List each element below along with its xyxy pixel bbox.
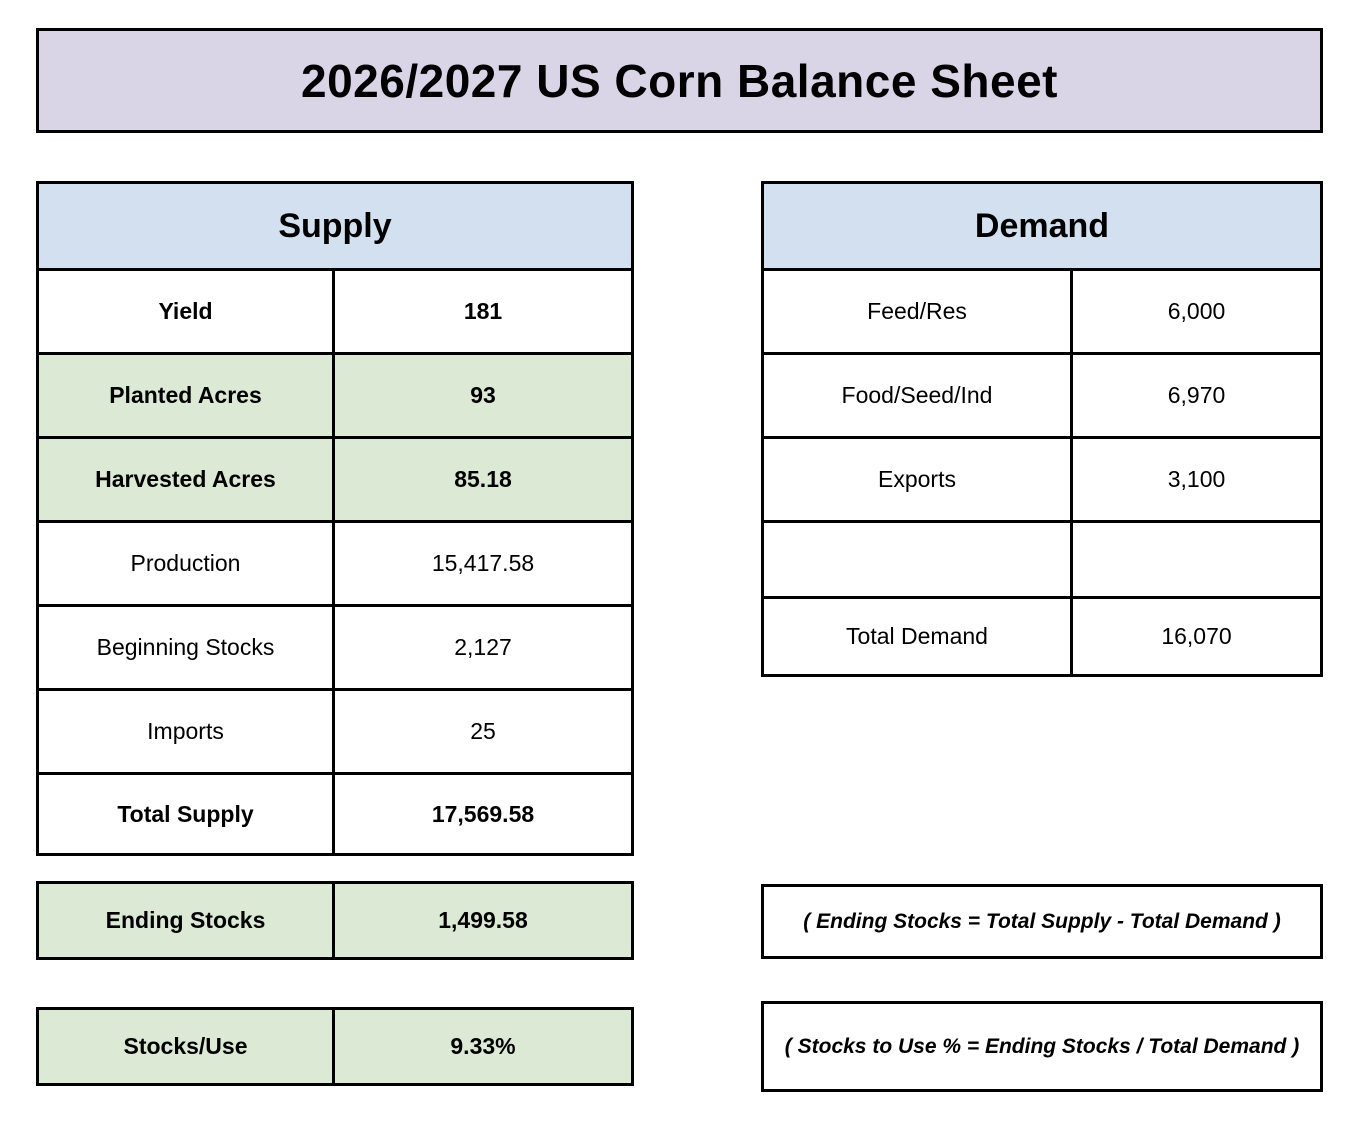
stocks-use-label: Stocks/Use: [39, 1010, 335, 1083]
demand-row-empty: [764, 523, 1320, 599]
supply-row-imports: Imports 25: [39, 691, 631, 775]
ending-stocks-box: Ending Stocks 1,499.58: [36, 881, 634, 960]
row-label: Production: [39, 523, 335, 604]
row-value: 6,000: [1167, 298, 1226, 324]
row-label: Total Supply: [39, 775, 335, 853]
supply-table: Supply Yield 181 Planted Acres 93 Harves…: [36, 181, 634, 856]
supply-row-production: Production 15,417.58: [39, 523, 631, 607]
stocks-use-box: Stocks/Use 9.33%: [36, 1007, 634, 1086]
supply-row-harvested-acres: Harvested Acres 85.18: [39, 439, 631, 523]
row-label: Imports: [39, 691, 335, 772]
row-label: Beginning Stocks: [39, 607, 335, 688]
row-label: Exports: [764, 439, 1073, 520]
row-label: Planted Acres: [39, 355, 335, 436]
ending-stocks-label: Ending Stocks: [39, 884, 335, 957]
supply-table-header: Supply: [39, 184, 631, 271]
formula-text: ( Ending Stocks = Total Supply - Total D…: [803, 909, 1281, 933]
row-value: [1073, 523, 1320, 596]
row-value: 25: [470, 718, 496, 744]
stocks-use-formula-note: ( Stocks to Use % = Ending Stocks / Tota…: [761, 1001, 1323, 1092]
row-value: 16,070: [1161, 623, 1232, 649]
demand-row-total-demand: Total Demand 16,070: [764, 599, 1320, 674]
row-value: 85.18: [454, 466, 512, 492]
row-label: Yield: [39, 271, 335, 352]
demand-table-header: Demand: [764, 184, 1320, 271]
row-label: Harvested Acres: [39, 439, 335, 520]
row-label: Total Demand: [764, 599, 1073, 674]
row-value: 2,127: [454, 634, 512, 660]
row-label: Feed/Res: [764, 271, 1073, 352]
demand-row-food-seed-ind: Food/Seed/Ind 6,970: [764, 355, 1320, 439]
row-value: 17,569.58: [431, 800, 535, 827]
supply-row-total-supply: Total Supply 17,569.58: [39, 775, 631, 853]
supply-row-beginning-stocks: Beginning Stocks 2,127: [39, 607, 631, 691]
supply-row-yield: Yield 181: [39, 271, 631, 355]
ending-stocks-value: 1,499.58: [438, 907, 528, 933]
row-label: [764, 523, 1073, 596]
demand-row-feed-res: Feed/Res 6,000: [764, 271, 1320, 355]
ending-stocks-formula-note: ( Ending Stocks = Total Supply - Total D…: [761, 884, 1323, 959]
formula-text: ( Stocks to Use % = Ending Stocks / Tota…: [784, 1034, 1300, 1058]
supply-row-planted-acres: Planted Acres 93: [39, 355, 631, 439]
row-value: 181: [463, 298, 503, 324]
stocks-use-value: 9.33%: [450, 1033, 516, 1059]
page-title: 2026/2027 US Corn Balance Sheet: [301, 54, 1058, 107]
demand-table: Demand Feed/Res 6,000 Food/Seed/Ind 6,97…: [761, 181, 1323, 677]
row-label: Food/Seed/Ind: [764, 355, 1073, 436]
row-value: 93: [470, 382, 496, 408]
row-value: 3,100: [1167, 466, 1226, 492]
title-banner: 2026/2027 US Corn Balance Sheet: [36, 28, 1323, 133]
demand-row-exports: Exports 3,100: [764, 439, 1320, 523]
row-value: 15,417.58: [431, 550, 535, 576]
row-value: 6,970: [1167, 382, 1226, 408]
